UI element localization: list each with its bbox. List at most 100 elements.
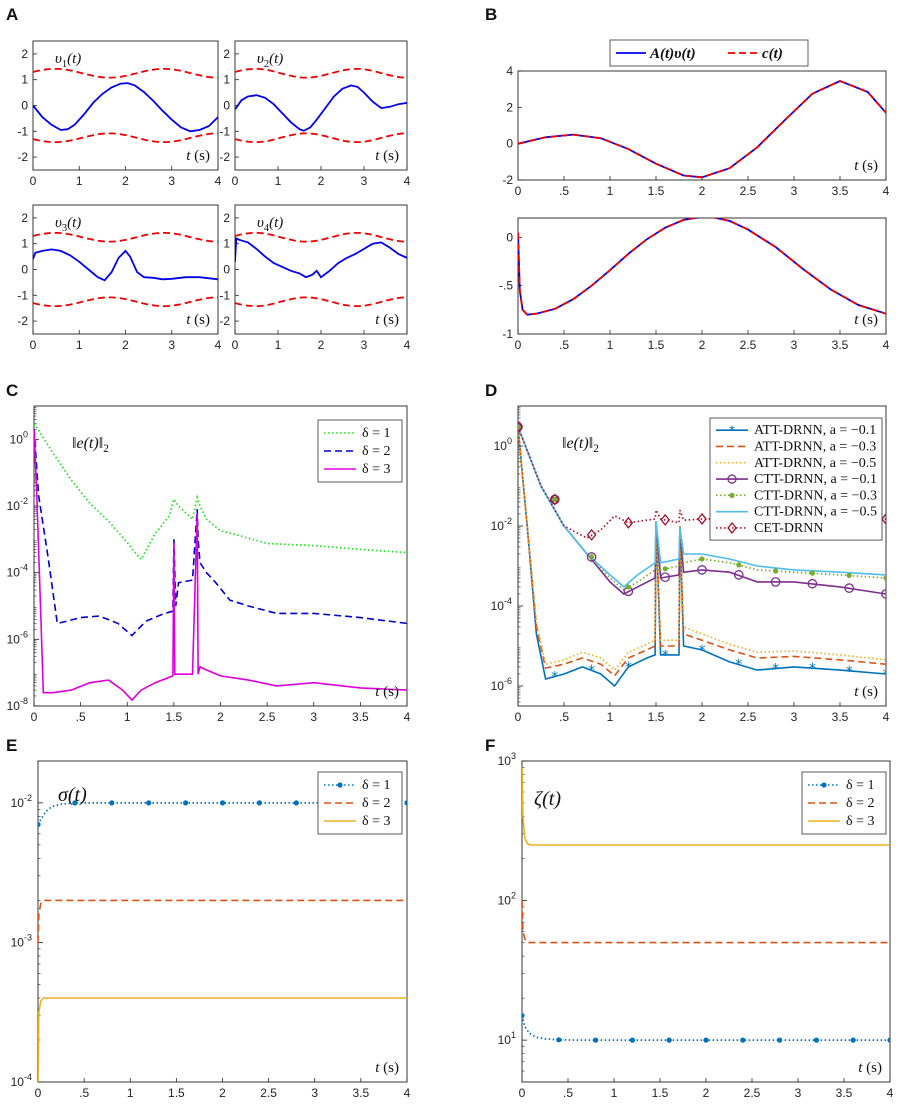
panel-e-xtick-label: 4 [404,1086,411,1100]
panel-a-sub4-series-2-line [235,232,407,243]
panel-a-sub3-ytick-label: -1 [17,288,28,302]
panel-b-legend-label-2: c(t) [762,46,783,62]
panel-a-sub1-ytick-label: 1 [21,73,28,87]
panel-e-xtick-label: 3 [311,1086,318,1100]
panel-d-series-7-marker [586,528,597,541]
panel-d-xtick-label: 4 [883,710,890,724]
panel-a-sub4-title: υ4(t) [257,215,283,234]
panel-d-legend-marker [729,492,735,498]
panel-f-series-1-marker [666,1037,672,1043]
panel-a-sub2-ytick-label: -2 [219,150,230,164]
panel-d-series-1-marker: * [883,667,890,683]
panel-a-sub3-series-2-line [33,232,218,243]
panel-d-series-1-marker: * [809,661,816,677]
panel-d-legend-label-4: CTT-DRNN, a = −0.1 [754,472,877,487]
panel-c-xlabel: t (s) [375,684,399,700]
panel-f-series-1-marker [887,1037,890,1043]
panel-f-series-1-marker [593,1037,599,1043]
panel-a-sub1-xtick-label: 2 [122,174,129,188]
panel-a-sub3-ytick-label: -2 [17,314,28,328]
panel-a-sub3-series-1-line [33,248,218,282]
panel-e-xtick-label: .5 [79,1086,89,1100]
panel-d-title: ‖e(t)‖2 [562,435,599,455]
panel-a-sub1-series-1-line [33,82,218,133]
panel-d-series-1-marker: * [772,661,779,677]
panel-d-series-1-marker: * [699,643,706,659]
panel-d-series-5-marker [552,496,558,503]
panel-d-xtick-label: 1.5 [648,710,665,724]
panel-f-xtick-label: 2.5 [744,1086,761,1100]
panel-f-series-1-markers [522,1012,890,1043]
panel-c-ytick-label: 100 [10,429,28,446]
panel-a-sub3-ytick-label: 1 [21,237,28,251]
panel-d-legend-label-1: ATT-DRNN, a = −0.1 [754,423,876,438]
panel-d-legend-label-2: ATT-DRNN, a = −0.3 [754,439,876,454]
panel-a-sub3-xtick-label: 3 [168,338,175,352]
panel-d-series-5-marker [699,556,705,562]
panel-f-series-1-marker [522,1012,525,1019]
panel-c-legend-label-1: δ = 1 [362,426,391,441]
panel-b-sub2-xtick-label: 1.5 [648,338,665,352]
panel-f-series-1-marker [813,1037,820,1043]
panel-e-xtick-label: 2.5 [260,1086,277,1100]
panel-d-series-7-marker [660,513,671,526]
panel-a-sub2-xtick-label: 2 [318,174,325,188]
panel-d-series-4-marker [881,589,886,599]
panel-e-ytick-label: 10-4 [11,1072,32,1089]
panel-d-series-7-marker [549,493,560,506]
panel-b-sub1-xlabel: t (s) [854,158,878,174]
panel-c-legend-label-2: δ = 2 [362,444,391,459]
panel-d-series-5-marker [736,562,742,568]
panel-d-legend-marker [727,474,737,484]
panel-b-sub1-xtick-label: 2 [699,184,706,198]
panel-d-xtick-label: 3 [791,710,798,724]
panel-b-sub2-xtick-label: 3 [791,338,798,352]
panel-d-series-4-marker [697,565,707,575]
panel-a-sub4-ytick-label: 1 [223,237,230,251]
panel-a-sub4-xtick-label: 3 [361,338,368,352]
panel-d-series-7-marker [881,512,886,525]
panel-d-series-5-markers [518,424,886,590]
panel-a-sub3-xtick-label: 1 [76,338,83,352]
panel-c-ytick-label: 10-4 [7,563,28,580]
panel-e-series-3-line [38,997,407,1082]
panel-d-series-5-marker [518,424,521,430]
panel-e-series-2-line [38,899,407,943]
panel-a-sub2-xtick-label: 4 [404,174,411,188]
panel-f-xlabel: t (s) [858,1060,882,1076]
panel-b-sub2-xtick-label: 2 [699,338,706,352]
panel-c-series-3-line [34,429,407,702]
panel-b-sub2-ytick-label: -1 [502,327,513,341]
panel-b-sub1-xtick-label: 0 [515,184,522,198]
panel-d-xtick-label: 2.5 [740,710,757,724]
panel-d-series-1-marker: * [846,664,853,680]
panel-a-sub4-ytick-label: 0 [223,263,230,277]
panel-e-xtick-label: 0 [35,1086,42,1100]
panel-e-series-1-marker [219,800,226,806]
panel-c-xtick-label: .5 [76,710,86,724]
panel-a-sub4-series-1-line [235,237,407,279]
panel-e-title: σ(t) [58,784,87,806]
panel-label-f: F [485,736,495,755]
panel-e-series-1-marker [146,800,152,806]
panel-b-sub1-ytick-label: 0 [506,137,513,151]
panel-d-series-1-markers: * * * * * * * * * * * [518,420,890,685]
panel-c-ytick-label: 10-6 [7,629,28,646]
panel-f-legend-label-3: δ = 3 [846,814,875,829]
panel-a-sub2-ytick-label: 1 [223,73,230,87]
panel-b-sub1-xtick-label: 3.5 [832,184,849,198]
panel-e-legend-label-1: δ = 1 [362,778,391,793]
panel-f-xtick-label: 2 [703,1086,710,1100]
panel-a-sub4-xtick-label: 0 [232,338,239,352]
panel-e-legend-label-2: δ = 2 [362,796,391,811]
panel-d-xlabel: t (s) [854,684,878,700]
panel-b-sub2-xtick-label: 4 [883,338,890,352]
panel-d-xtick-label: 2 [699,710,706,724]
panel-a-sub2-xtick-label: 1 [275,174,282,188]
panel-f-xtick-label: 4 [887,1086,894,1100]
panel-f-series-1-marker [703,1037,709,1043]
panel-f-series-3-line [522,767,890,846]
panel-a-sub3-xtick-label: 0 [30,338,37,352]
panel-d-xtick-label: .5 [559,710,569,724]
panel-d-legend-marker: * [729,422,735,438]
